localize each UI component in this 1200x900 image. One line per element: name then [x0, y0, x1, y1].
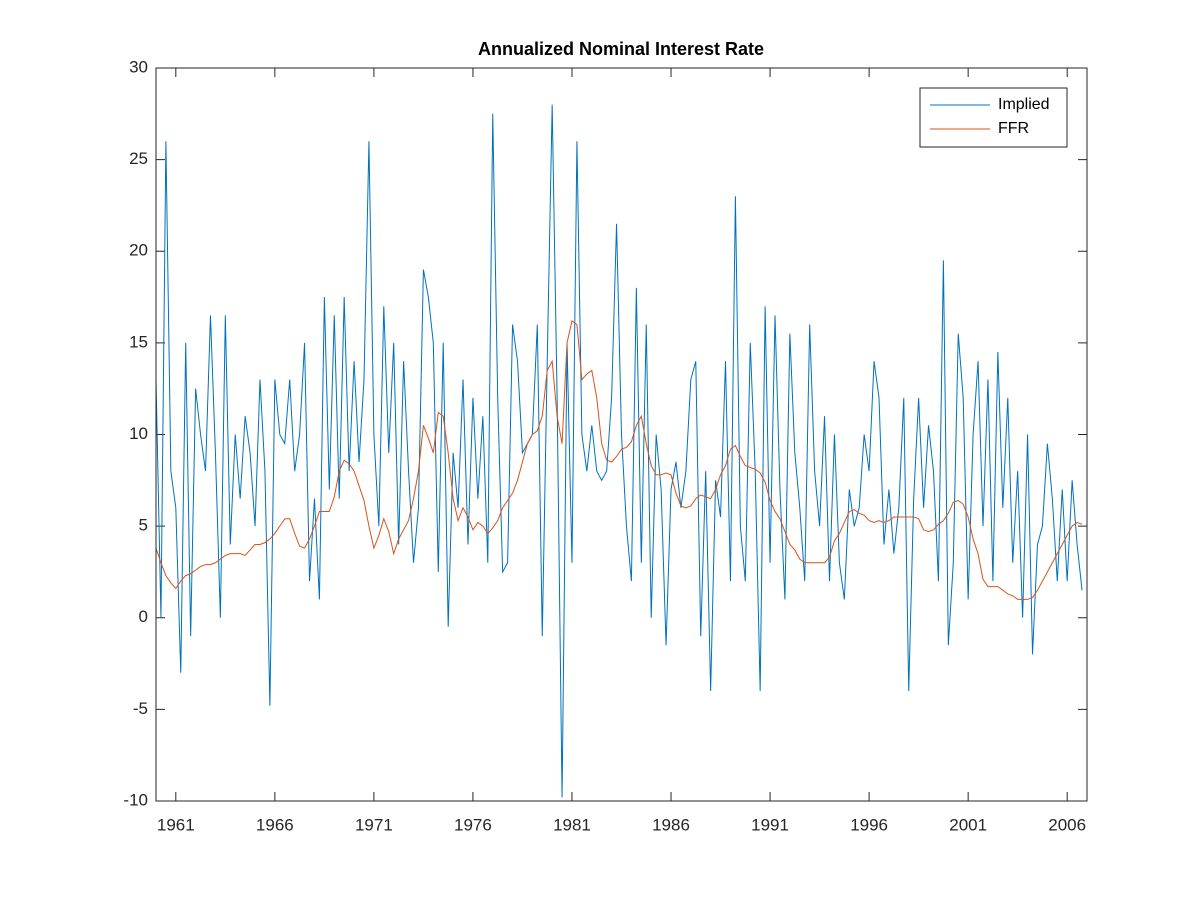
y-tick-label: 25: [129, 149, 148, 168]
x-tick-label: 1981: [553, 815, 591, 834]
x-tick-label: 1991: [751, 815, 789, 834]
y-tick-label: -5: [133, 699, 148, 718]
y-tick-label: 10: [129, 424, 148, 443]
y-tick-label: 20: [129, 241, 148, 260]
x-tick-label: 1986: [652, 815, 690, 834]
x-tick-label: 1966: [256, 815, 294, 834]
y-tick-label: 0: [139, 607, 148, 626]
series-line: [156, 320, 1083, 600]
x-tick-label: 1971: [355, 815, 393, 834]
legend-label: Implied: [998, 96, 1050, 113]
chart-title: Annualized Nominal Interest Rate: [478, 39, 764, 59]
y-tick-label: 30: [129, 57, 148, 76]
x-tick-label: 1961: [157, 815, 195, 834]
y-tick-label: -10: [123, 790, 148, 809]
x-tick-label: 1996: [850, 815, 888, 834]
legend-box: [919, 87, 1068, 148]
x-tick-label: 1976: [454, 815, 492, 834]
y-tick-label: 15: [129, 332, 148, 351]
series-line: [156, 104, 1083, 798]
axes-box: [155, 67, 1088, 802]
legend-label: FFR: [998, 120, 1029, 137]
y-tick-label: 5: [139, 516, 148, 535]
x-tick-label: 2001: [949, 815, 987, 834]
x-tick-label: 2006: [1048, 815, 1086, 834]
